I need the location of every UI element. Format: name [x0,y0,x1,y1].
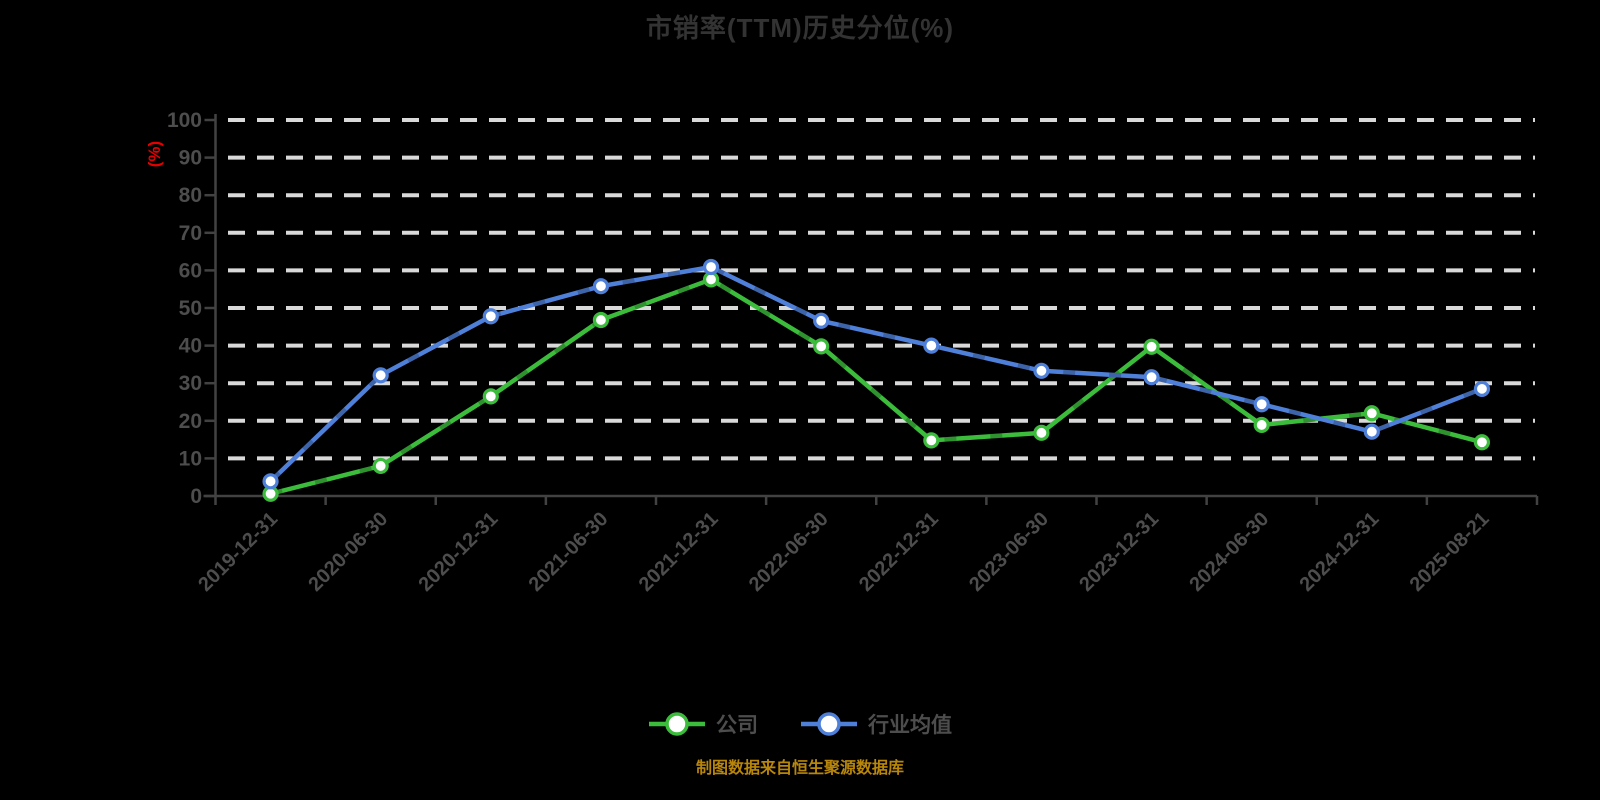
x-tick-label: 2023-06-30 [965,508,1053,596]
x-tick-label: 2021-12-31 [635,508,723,596]
data-source-note: 制图数据来自恒生聚源数据库 [695,760,904,777]
x-tick-label: 2020-06-30 [304,508,392,596]
data-point-industry-2019-12-31[interactable] [262,473,279,490]
industry-line-marker-icon [801,712,857,736]
legend-label-industry: 行业均值 [868,714,952,737]
data-point-company-2024-12-31[interactable] [1363,405,1380,422]
x-tick-label: 2024-06-30 [1185,508,1273,596]
data-point-industry-2021-12-31[interactable] [702,258,720,276]
x-tick-label: 2020-12-31 [414,508,502,596]
data-point-company-2023-12-31[interactable] [1143,338,1160,355]
data-point-company-2024-06-30[interactable] [1253,416,1270,434]
y-tick-label: 100 [167,109,202,132]
data-point-industry-2020-06-30[interactable] [372,367,389,384]
x-tick-label: 2021-06-30 [525,508,613,596]
data-point-industry-2023-12-31[interactable] [1143,369,1160,386]
y-tick-label: 60 [179,259,202,282]
y-tick-label: 50 [179,297,202,320]
data-point-industry-2020-12-31[interactable] [482,308,499,325]
company-line-marker-icon [649,712,705,736]
chart-title: 市销率(TTM)历史分位(%) [645,13,955,43]
data-point-industry-2022-06-30[interactable] [813,312,830,329]
series-line-industry-dash-texture [269,264,1483,483]
series-line-company [268,277,1485,496]
y-tick-label: 30 [179,372,202,395]
legend-label-company: 公司 [716,714,758,737]
legend-item-company[interactable]: 公司 [648,709,758,739]
data-point-industry-2025-08-21[interactable] [1473,380,1491,397]
data-point-industry-2024-06-30[interactable] [1253,396,1270,413]
y-tick-label: 80 [179,184,202,207]
data-point-industry-2022-12-31[interactable] [923,337,940,354]
x-tick-label: 2023-12-31 [1075,508,1163,596]
data-point-company-2022-12-31[interactable] [923,432,940,449]
y-tick-label: 90 [179,147,202,170]
data-point-company-2020-12-31[interactable] [482,388,499,405]
x-tick-label: 2022-12-31 [855,508,943,596]
line-chart-canvas: 0 10 20 30 40 50 60 70 80 90 100 2019-12-31 2020-06-… [167,109,1539,596]
data-point-industry-2023-06-30[interactable] [1033,362,1050,379]
data-point-company-2025-08-21[interactable] [1473,434,1491,451]
x-tick-label: 2022-06-30 [745,508,833,596]
x-tick-label: 2024-12-31 [1295,508,1383,596]
y-tick-label: 40 [179,335,202,358]
legend-item-industry[interactable]: 行业均值 [800,709,952,739]
x-tick-label: 2025-08-21 [1406,508,1494,596]
y-tick-label: 20 [179,410,202,433]
data-point-company-2020-06-30[interactable] [372,457,389,475]
data-point-company-2021-06-30[interactable] [592,311,610,329]
data-point-industry-2021-06-30[interactable] [592,278,610,295]
series-line-industry [268,264,1485,484]
data-point-industry-2024-12-31[interactable] [1363,423,1380,440]
y-tick-label: 0 [190,485,202,508]
x-tick-label: 2019-12-31 [194,508,282,596]
data-point-company-2022-06-30[interactable] [813,338,830,355]
chart-legend: 公司 行业均值 [0,702,1600,746]
y-tick-label: 10 [179,447,202,470]
y-tick-label: 70 [179,222,202,245]
series-line-company-dash-texture [270,276,1483,496]
data-point-company-2023-06-30[interactable] [1033,424,1050,441]
